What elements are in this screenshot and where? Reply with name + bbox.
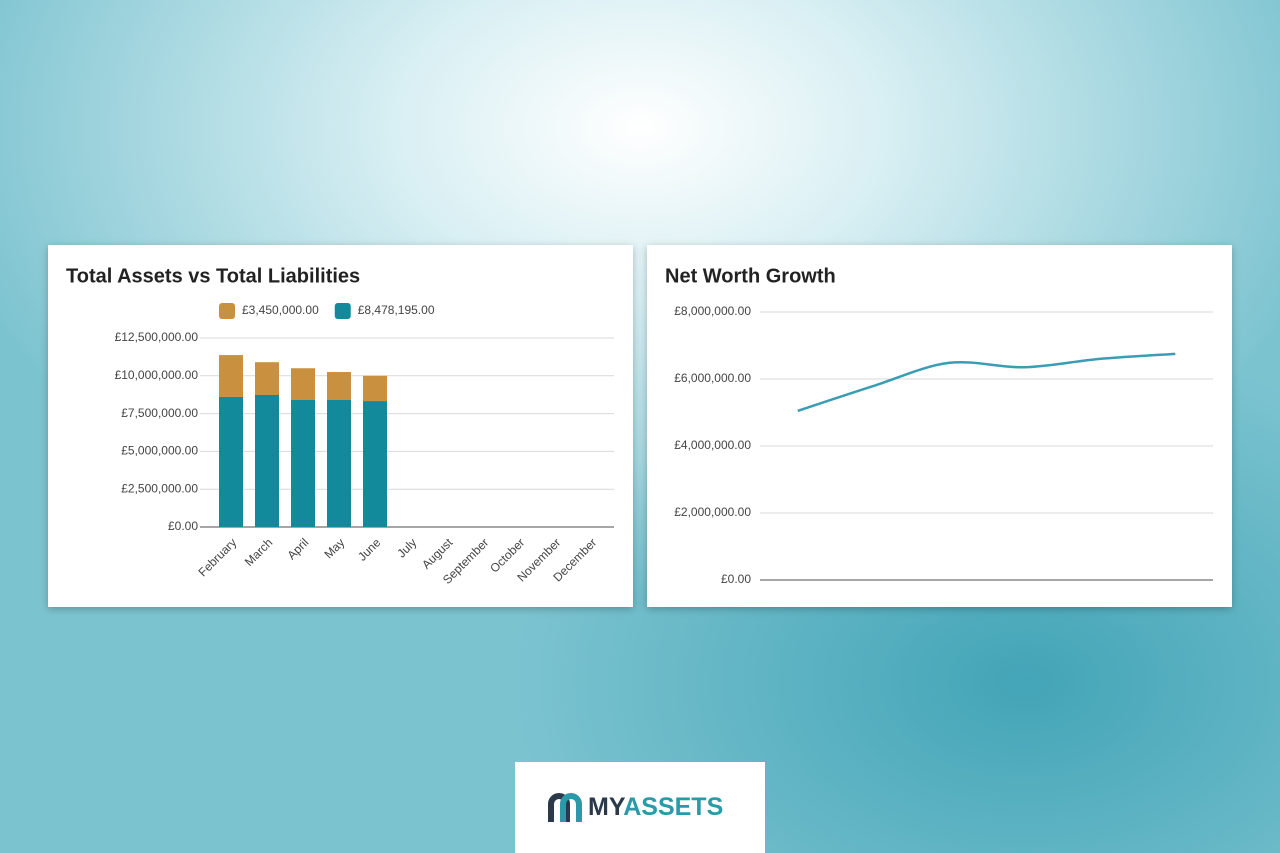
y-tick-label: £6,000,000.00 [674, 371, 751, 385]
logo-icon [548, 793, 582, 822]
y-tick-label: £0.00 [168, 519, 198, 533]
bar-segment [255, 395, 279, 527]
legend-swatch [334, 303, 351, 319]
bar-segment [291, 368, 315, 400]
logo-my: MY [588, 793, 626, 821]
logo-text: MYASSETS [588, 793, 723, 821]
legend-swatch [219, 303, 235, 319]
bar-segment [291, 399, 315, 527]
bar-segment [327, 372, 351, 400]
chart-title: Total Assets vs Total Liabilities [66, 265, 360, 287]
bar-segment [363, 401, 387, 527]
y-tick-label: £2,000,000.00 [674, 505, 751, 519]
logo-assets: ASSETS [623, 793, 723, 821]
bar-segment [219, 355, 243, 397]
y-tick-label: £4,000,000.00 [674, 438, 751, 452]
logo-box [515, 762, 765, 853]
chart-title: Net Worth Growth [665, 265, 836, 287]
legend-label: £3,450,000.00 [242, 303, 319, 317]
chart: £0.00 £2,500,000.00 £5,000,000.00 £7,500,00… [115, 303, 614, 587]
y-tick-label: £10,000,000.00 [115, 368, 199, 382]
y-tick-label: £2,500,000.00 [121, 481, 198, 495]
bar-segment [327, 399, 351, 527]
y-tick-label: £0.00 [721, 572, 751, 586]
y-tick-label: £5,000,000.00 [121, 444, 198, 458]
bar-segment [363, 375, 387, 402]
bar-segment [219, 396, 243, 527]
card [647, 245, 1232, 607]
y-tick-label: £8,000,000.00 [674, 304, 751, 318]
line [797, 352, 1176, 413]
bar-segment [255, 362, 279, 396]
legend-label: £8,478,195.00 [358, 303, 435, 317]
y-tick-label: £12,500,000.00 [115, 330, 199, 344]
y-tick-label: £7,500,000.00 [121, 406, 198, 420]
chart: £0.00 £2,000,000.00 £4,000,000.00 £6,000,00… [674, 304, 1213, 586]
